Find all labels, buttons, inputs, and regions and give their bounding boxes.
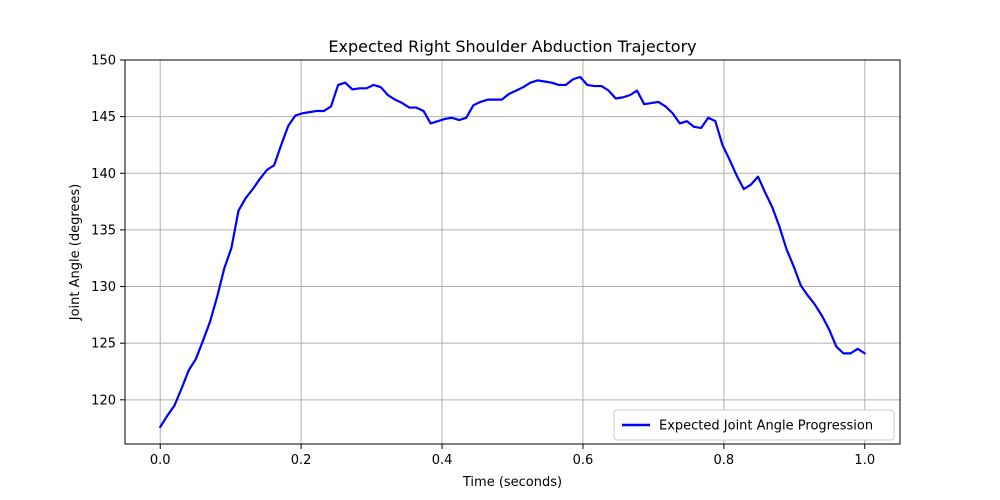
legend: Expected Joint Angle Progression — [613, 409, 895, 441]
x-axis-ticks: 0.0 0.2 0.4 0.6 0.8 1.0 — [150, 444, 875, 468]
chart-title: Expected Right Shoulder Abduction Trajec… — [328, 37, 696, 56]
x-tick-label: 0.8 — [714, 453, 735, 468]
y-tick-label: 120 — [91, 393, 116, 408]
y-tick-label: 150 — [91, 54, 116, 69]
x-tick-label: 0.0 — [150, 453, 171, 468]
x-tick-label: 0.6 — [573, 453, 594, 468]
x-tick-label: 1.0 — [854, 453, 875, 468]
y-axis-ticks: 120 125 130 135 140 145 150 — [91, 54, 125, 408]
x-tick-label: 0.2 — [291, 453, 312, 468]
x-tick-label: 0.4 — [432, 453, 453, 468]
series-layer — [159, 75, 866, 429]
series-line — [159, 75, 866, 429]
plot-area — [125, 60, 900, 444]
y-tick-label: 135 — [91, 223, 116, 238]
plot-frame — [124, 59, 901, 445]
x-axis-label: Time (seconds) — [462, 475, 562, 490]
y-tick-label: 140 — [91, 167, 116, 182]
y-tick-label: 125 — [91, 337, 116, 352]
legend-box — [613, 409, 895, 441]
legend-label: Expected Joint Angle Progression — [659, 419, 873, 434]
y-axis-label: Joint Angle (degrees) — [68, 184, 83, 321]
y-tick-label: 145 — [91, 110, 116, 125]
y-tick-label: 130 — [91, 280, 116, 295]
